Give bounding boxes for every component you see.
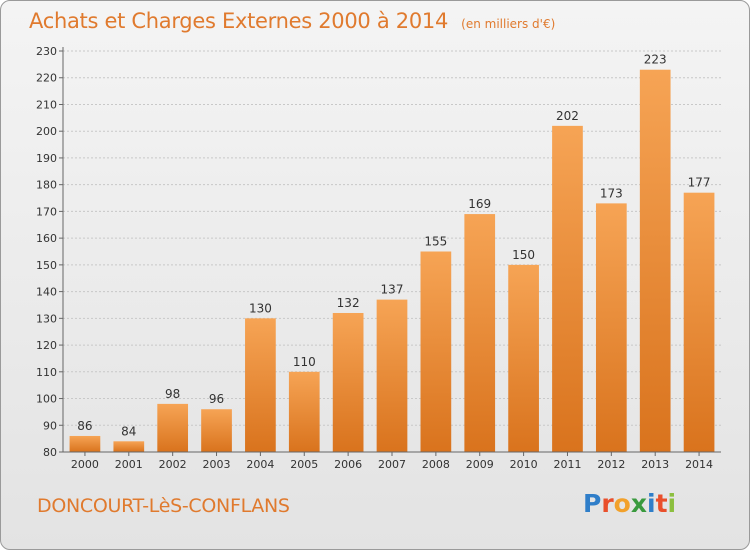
y-tick-label: 220 (36, 72, 57, 85)
bar (332, 312, 364, 452)
data-label: 86 (77, 419, 92, 433)
y-tick-label: 100 (36, 393, 57, 406)
logo-letter: t (655, 489, 668, 518)
y-tick-label: 140 (36, 286, 57, 299)
logo-letter: P (583, 489, 602, 518)
data-label: 98 (165, 387, 180, 401)
x-tick-label: 2006 (334, 458, 362, 471)
bars: 86 84 98 96 130 110 132 137 155 169 150 202 173 223 17… (69, 53, 715, 453)
bar (201, 409, 232, 452)
x-tick-label: 2014 (685, 458, 713, 471)
data-label: 132 (337, 296, 360, 310)
data-label: 173 (600, 186, 623, 200)
data-label: 169 (468, 197, 491, 211)
x-tick-label: 2012 (597, 458, 625, 471)
x-tick-label: 2000 (71, 458, 99, 471)
data-label: 110 (293, 355, 316, 369)
x-tick-label: 2004 (246, 458, 274, 471)
x-tick-label: 2013 (641, 458, 669, 471)
y-tick-label: 210 (36, 98, 57, 111)
title-row: Achats et Charges Externes 2000 à 2014 (… (29, 9, 555, 33)
y-tick-label: 130 (36, 312, 57, 325)
logo-letter: i (667, 489, 677, 518)
bar (376, 299, 408, 452)
data-label: 155 (424, 235, 447, 249)
data-label: 130 (249, 301, 272, 315)
bar (113, 441, 145, 452)
logo-letter: i (647, 489, 656, 518)
data-label: 177 (688, 176, 711, 190)
bar (595, 203, 627, 452)
bar (552, 125, 583, 452)
y-tick-label: 190 (36, 152, 57, 165)
data-label: 202 (556, 109, 579, 123)
chart-title: Achats et Charges Externes 2000 à 2014 (29, 9, 449, 33)
bar (245, 318, 276, 452)
logo-letter: x (630, 489, 647, 518)
bar (683, 192, 715, 453)
x-tick-label: 2011 (553, 458, 581, 471)
logo-letter: r (601, 489, 614, 518)
bar (464, 214, 496, 452)
y-tick-label: 80 (43, 446, 57, 459)
data-label: 84 (121, 424, 136, 438)
data-label: 150 (512, 248, 535, 262)
data-label: 137 (381, 283, 404, 297)
bar (508, 264, 539, 452)
logo-letter: o (613, 489, 631, 518)
data-label: 223 (644, 53, 667, 67)
x-tick-label: 2007 (378, 458, 406, 471)
y-tick-label: 160 (36, 232, 57, 245)
x-tick-label: 2010 (510, 458, 538, 471)
bar (157, 403, 189, 452)
y-tick-label: 110 (36, 366, 57, 379)
bar (420, 251, 452, 452)
proxiti-logo: Proxiti (583, 489, 676, 518)
commune-name: DONCOURT-LèS-CONFLANS (37, 495, 290, 517)
bar (69, 435, 101, 452)
y-tick-label: 90 (43, 419, 57, 432)
y-tick-label: 150 (36, 259, 57, 272)
y-tick-label: 170 (36, 205, 57, 218)
data-label: 96 (209, 392, 224, 406)
y-tick-label: 230 (36, 45, 57, 58)
x-tick-label: 2003 (203, 458, 231, 471)
x-tick-label: 2009 (466, 458, 494, 471)
x-tick-label: 2005 (290, 458, 318, 471)
y-tick-label: 120 (36, 339, 57, 352)
bar (288, 371, 320, 452)
axes: 80 90 100 110 120 130 140 150 160 170 180 190 200 210… (36, 45, 721, 471)
x-tick-label: 2002 (159, 458, 187, 471)
bar (639, 69, 671, 453)
y-tick-label: 200 (36, 125, 57, 138)
x-tick-label: 2008 (422, 458, 450, 471)
y-tick-label: 180 (36, 179, 57, 192)
x-tick-label: 2001 (115, 458, 143, 471)
chart-unit: (en milliers d'€) (461, 17, 556, 31)
